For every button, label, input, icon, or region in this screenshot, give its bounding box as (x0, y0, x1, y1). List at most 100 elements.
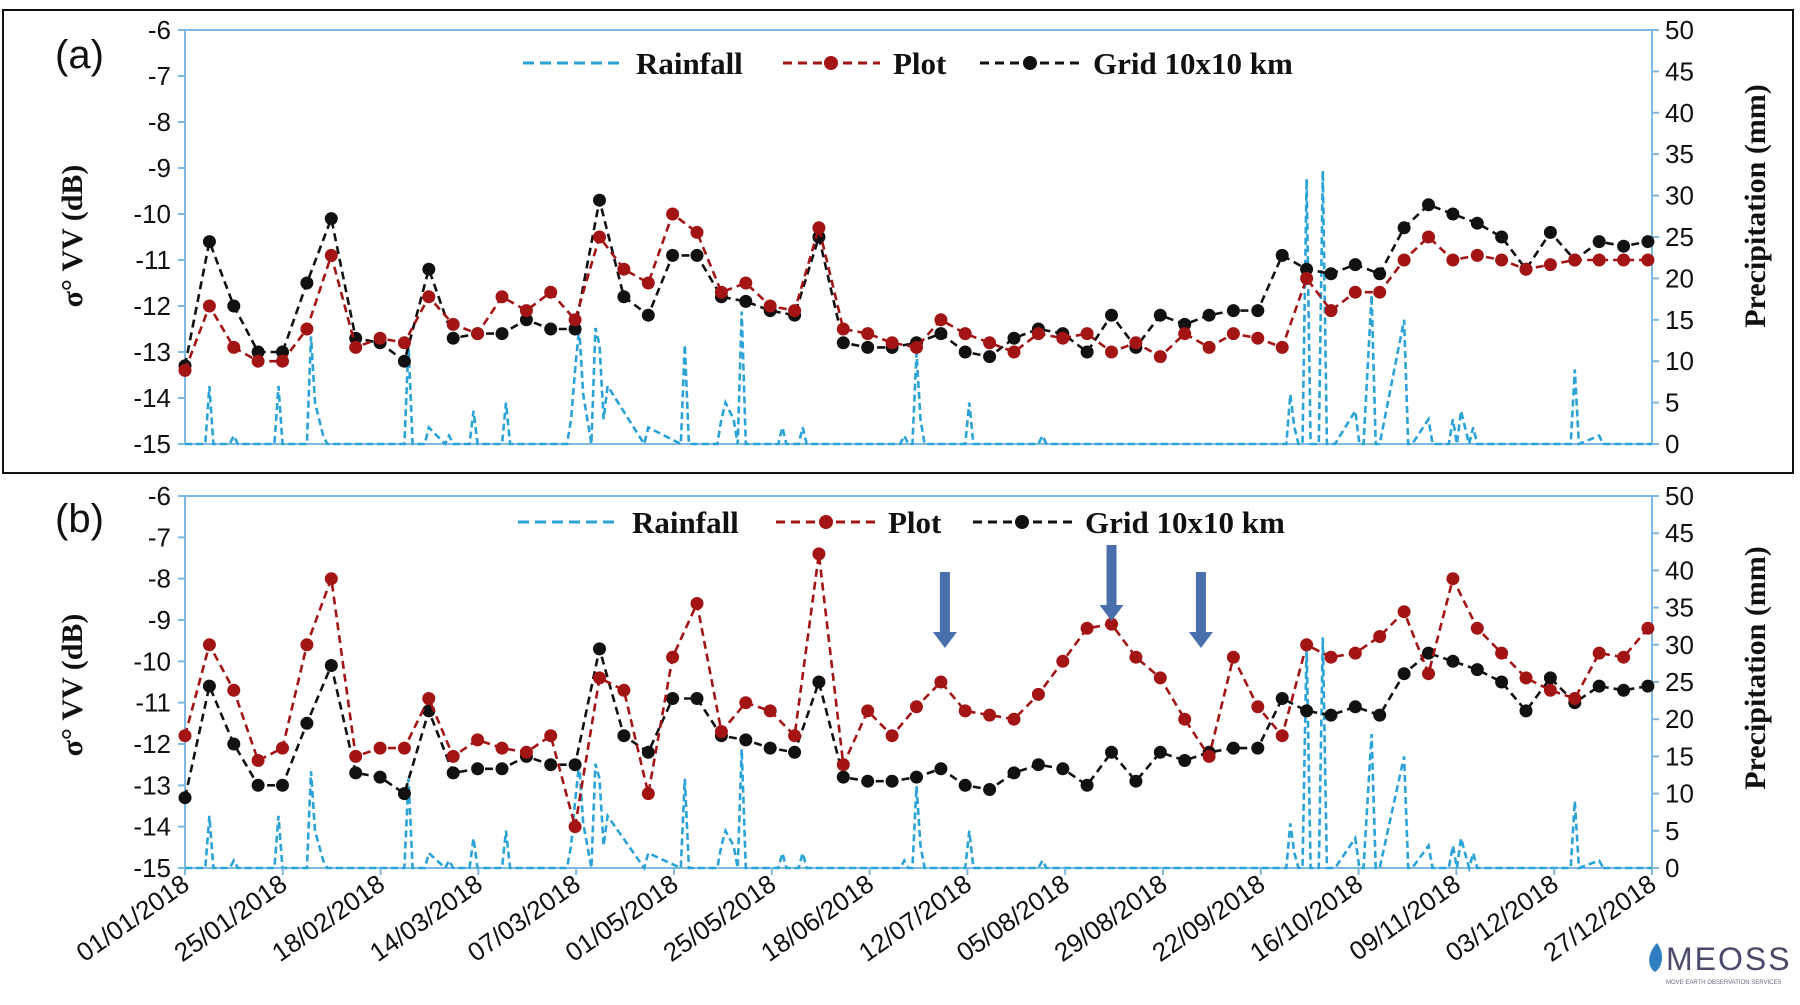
grid-point (1543, 225, 1557, 239)
logo-tagline: MOVE EARTH OBSERVATION SERVICES (1666, 980, 1781, 986)
plot-point (397, 336, 411, 350)
right-tick-label: 10 (1665, 346, 1694, 376)
plot-point (251, 354, 265, 368)
plot-point (471, 733, 485, 747)
grid-point (1275, 248, 1289, 262)
grid-point (446, 331, 460, 345)
grid-point (763, 741, 777, 755)
plot-point (1056, 654, 1070, 668)
grid-point (300, 276, 314, 290)
grid-point (495, 327, 509, 341)
grid-point (1495, 675, 1509, 689)
grid-point (1373, 267, 1387, 281)
plot-point (1275, 340, 1289, 354)
plot-point (446, 317, 460, 331)
plot-point (812, 221, 826, 235)
plot-point (349, 340, 363, 354)
grid-point (1178, 754, 1192, 767)
right-tick-label: 20 (1665, 263, 1694, 293)
plot-point (1543, 683, 1557, 697)
plot-point (1543, 258, 1557, 272)
right-tick-label: 10 (1665, 779, 1694, 809)
plot-point (446, 749, 460, 763)
grid-point (544, 758, 558, 772)
panel-a-lines (178, 193, 1655, 377)
plot-point (373, 741, 387, 755)
plot-point (1031, 327, 1045, 341)
panel-b-left-ticks: -6 -7 -8 -9 -10 -11 -12 -13 -14 -15 (133, 481, 185, 883)
plot-point (763, 704, 777, 718)
plot-point (885, 336, 899, 350)
grid-point (617, 729, 631, 743)
grid-point (836, 336, 850, 350)
rainfall-series-line (185, 637, 1605, 873)
plot-point (324, 248, 338, 262)
grid-point (1007, 766, 1021, 780)
right-tick-label: 20 (1665, 704, 1694, 734)
legend-grid-label: Grid 10x10 km (1085, 505, 1285, 540)
grid-point (861, 774, 875, 788)
plot-point (471, 327, 485, 341)
plot-point (202, 638, 216, 652)
grid-point (885, 774, 899, 788)
grid-point (178, 791, 192, 805)
grid-point (1446, 654, 1460, 668)
grid-point (1275, 692, 1289, 705)
plot-point (1031, 687, 1045, 701)
down-arrow-icon (1188, 572, 1213, 648)
plot-point (885, 729, 899, 743)
panel-a-label: (a) (55, 33, 104, 77)
left-tick-label: -7 (148, 61, 171, 91)
grid-point (617, 290, 631, 304)
plot-point (1592, 646, 1606, 660)
plot-point (422, 692, 436, 705)
plot-point (958, 704, 972, 718)
plot-point (519, 745, 533, 759)
plot-point (1422, 667, 1435, 681)
panel-b-legend: Rainfall Plot Grid 10x10 km (518, 505, 1285, 540)
plot-point (1129, 650, 1143, 664)
grid-point (397, 354, 411, 368)
right-tick-label: 15 (1665, 741, 1694, 771)
plot-point (1202, 340, 1216, 354)
grid-point (202, 235, 216, 249)
right-tick-label: 15 (1665, 305, 1694, 335)
right-tick-label: 0 (1665, 853, 1679, 883)
panel-a: (a) -6-7-8-9-10-11-12-13-14-15 504540353… (55, 15, 1772, 459)
down-arrow-icon (1099, 545, 1124, 621)
right-tick-label: 30 (1665, 181, 1694, 211)
right-tick-label: 50 (1665, 481, 1694, 511)
left-tick-label: -11 (135, 245, 171, 275)
grid-point (568, 322, 582, 336)
plot-point (324, 572, 338, 586)
plot-point (1373, 285, 1387, 299)
legend-grid-marker (1023, 56, 1037, 70)
plot-point (593, 230, 606, 244)
grid-point (1056, 762, 1070, 776)
grid-point (251, 345, 265, 359)
plot-point (641, 276, 655, 290)
plot-point (300, 322, 314, 336)
grid-point (202, 679, 216, 693)
plot-point (1348, 646, 1362, 660)
plot-point (1495, 646, 1509, 660)
left-tick-label: -9 (148, 153, 171, 183)
x-axis-tick-labels: 01/01/201825/01/201818/02/201814/03/2018… (71, 868, 1661, 968)
plot-point (373, 331, 387, 345)
plot-point (544, 285, 558, 299)
plot-point (227, 683, 241, 697)
panel-b-lines (178, 547, 1655, 834)
plot-point (251, 754, 265, 767)
grid-point (788, 745, 802, 759)
plot-point (1056, 331, 1070, 345)
panel-b-rainfall (185, 637, 1652, 873)
grid-point (1153, 745, 1167, 759)
plot-point (1617, 650, 1631, 664)
right-tick-label: 5 (1665, 388, 1679, 418)
plot-point (349, 749, 363, 763)
grid-point (1226, 741, 1240, 755)
right-tick-label: 35 (1665, 593, 1694, 623)
grid-point (1178, 317, 1192, 331)
left-tick-label: -8 (148, 564, 171, 594)
